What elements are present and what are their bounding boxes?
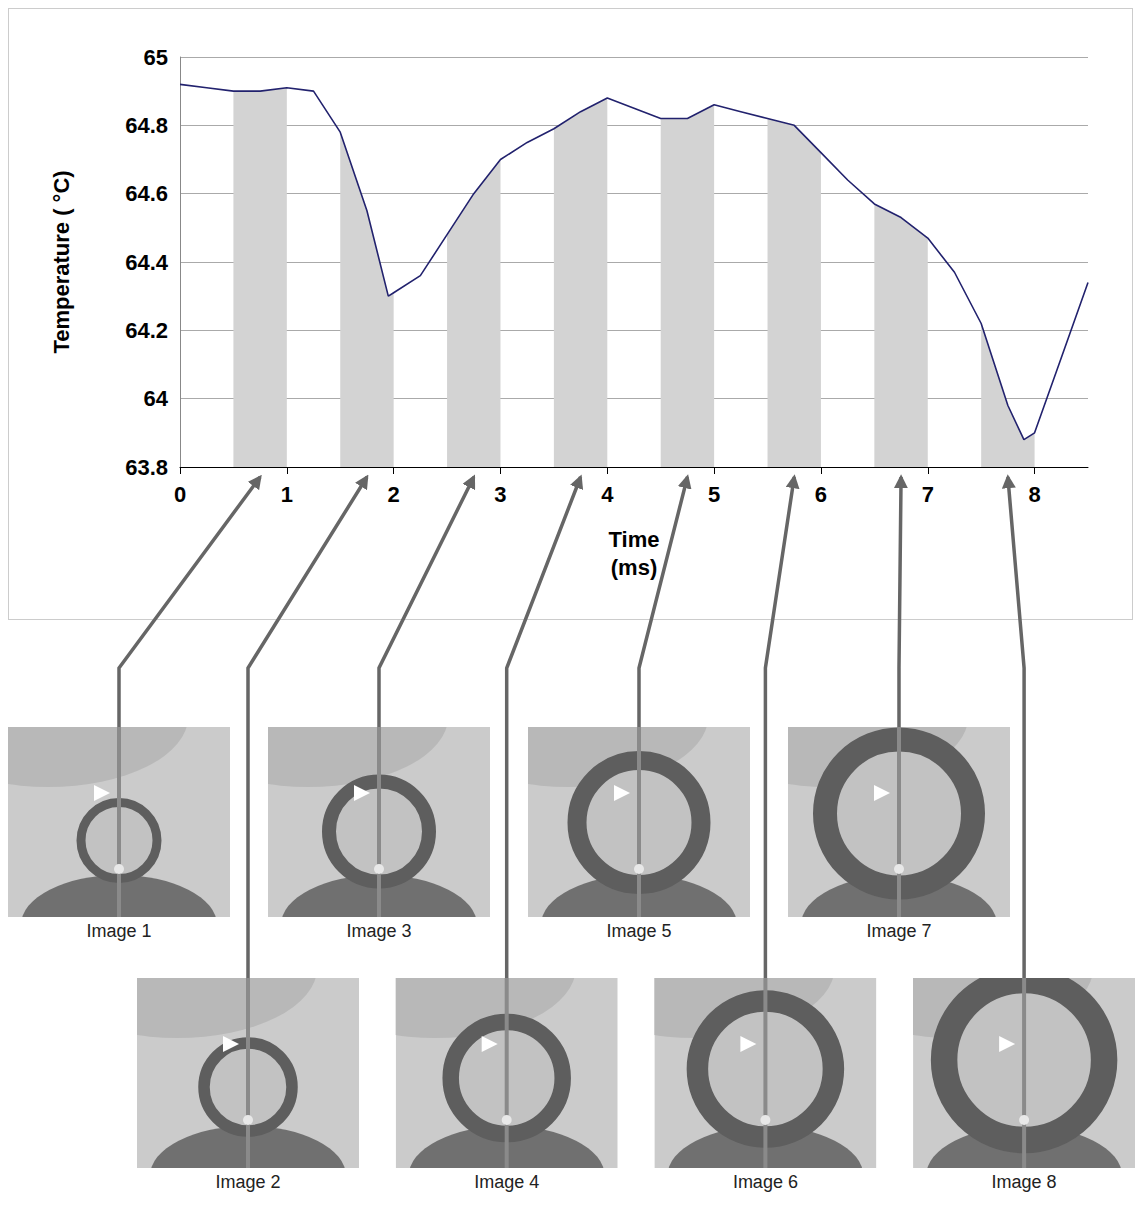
svg-text:65: 65 bbox=[144, 45, 168, 70]
svg-text:Image 7: Image 7 bbox=[866, 921, 931, 941]
svg-text:Image 4: Image 4 bbox=[474, 1172, 539, 1192]
svg-text:7: 7 bbox=[922, 482, 934, 507]
svg-text:6: 6 bbox=[815, 482, 827, 507]
svg-text:Image 6: Image 6 bbox=[733, 1172, 798, 1192]
svg-text:0: 0 bbox=[174, 482, 186, 507]
svg-text:Image 5: Image 5 bbox=[606, 921, 671, 941]
svg-text:5: 5 bbox=[708, 482, 720, 507]
svg-text:Temperature ( °C): Temperature ( °C) bbox=[49, 170, 74, 353]
svg-text:64.6: 64.6 bbox=[125, 181, 168, 206]
svg-text:Image 8: Image 8 bbox=[992, 1172, 1057, 1192]
svg-text:4: 4 bbox=[601, 482, 614, 507]
svg-text:64.4: 64.4 bbox=[125, 250, 169, 275]
svg-text:1: 1 bbox=[281, 482, 293, 507]
svg-text:Image 1: Image 1 bbox=[86, 921, 151, 941]
svg-text:8: 8 bbox=[1028, 482, 1040, 507]
svg-text:64.2: 64.2 bbox=[125, 318, 168, 343]
svg-text:63.8: 63.8 bbox=[125, 455, 168, 480]
svg-text:2: 2 bbox=[388, 482, 400, 507]
svg-text:64.8: 64.8 bbox=[125, 113, 168, 138]
svg-text:Image 2: Image 2 bbox=[215, 1172, 280, 1192]
svg-text:3: 3 bbox=[494, 482, 506, 507]
svg-text:(ms): (ms) bbox=[611, 555, 657, 580]
svg-text:Time: Time bbox=[609, 527, 660, 552]
svg-text:64: 64 bbox=[144, 386, 169, 411]
svg-text:Image 3: Image 3 bbox=[346, 921, 411, 941]
